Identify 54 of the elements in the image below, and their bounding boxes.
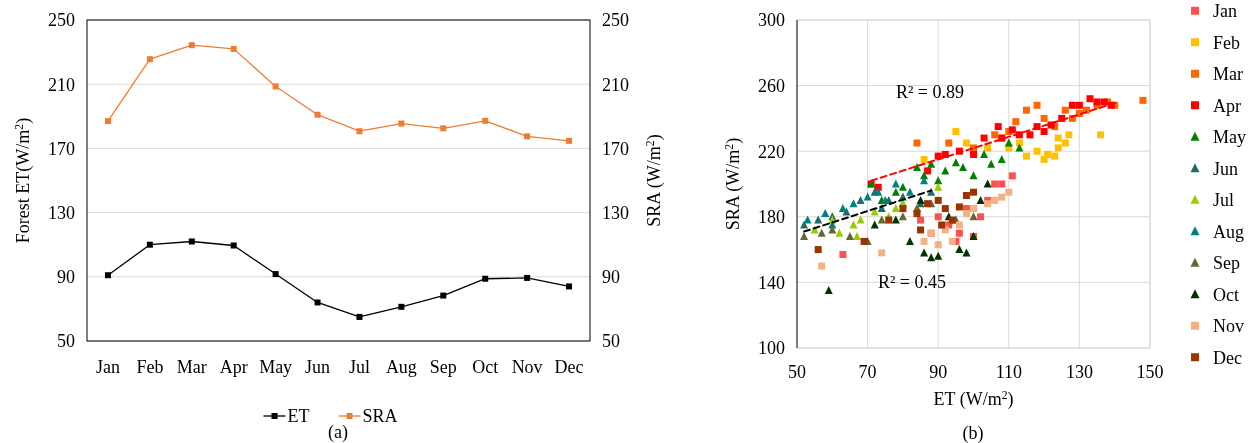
legend-label: Jul: [1213, 190, 1235, 211]
x-tick-label: 50: [788, 362, 806, 382]
y2-tick-label: 130: [602, 202, 629, 223]
legend-label: Apr: [1213, 95, 1241, 116]
x-tick-label: Jun: [305, 357, 331, 377]
y-tick-label: 130: [48, 202, 75, 223]
x-tick-label: Oct: [472, 357, 499, 377]
legend-label: Aug: [1213, 221, 1244, 242]
y2-tick-label: 90: [602, 267, 620, 288]
y-tick-label: 90: [57, 267, 75, 288]
x-tick-label: 90: [929, 362, 948, 382]
x-tick-label: Apr: [219, 357, 248, 377]
legend-label: Nov: [1213, 316, 1244, 337]
text: (a): [328, 422, 348, 443]
x-tick-label: 110: [995, 362, 1022, 382]
y-tick-label: 100: [758, 338, 785, 359]
x-tick-label: Mar: [176, 357, 207, 377]
annotation: R² = 0.45: [877, 272, 947, 293]
y2-tick-label: 250: [602, 10, 629, 31]
y-tick-label: 220: [758, 141, 785, 162]
legend-label: Jun: [1213, 158, 1239, 179]
legend-label: SRA: [362, 406, 398, 427]
x-axis-title: ET (W/m$^{2}$): [933, 388, 1014, 410]
y-tick-label: 250: [48, 10, 75, 31]
x-tick-label: 70: [858, 362, 877, 382]
y2-tick-label: 210: [602, 74, 629, 95]
y-tick-label: 140: [758, 272, 785, 293]
legend-label: Sep: [1213, 253, 1240, 274]
x-tick-label: Feb: [136, 357, 164, 377]
x-tick-label: 130: [1065, 362, 1093, 382]
y-tick-label: 180: [758, 207, 785, 228]
legend-label: Mar: [1213, 64, 1243, 85]
y-tick-label: 170: [48, 138, 75, 159]
legend-label: Jan: [1213, 1, 1237, 22]
x-tick-label: Nov: [511, 357, 543, 377]
x-tick-label: Dec: [554, 357, 584, 377]
y-tick-label: 50: [57, 331, 75, 352]
x-tick-label: Sep: [429, 357, 457, 377]
text: (b): [962, 423, 984, 443]
x-tick-label: Aug: [385, 357, 417, 377]
x-tick-label: Jul: [348, 357, 370, 377]
legend-label: Oct: [1213, 284, 1239, 305]
y2-tick-label: 50: [602, 331, 620, 352]
y-tick-label: 300: [758, 10, 785, 31]
legend-label: ET: [287, 406, 310, 427]
annotation: R² = 0.89: [895, 82, 965, 103]
y-tick-label: 260: [758, 75, 785, 96]
legend-label: May: [1213, 127, 1246, 148]
y-tick-label: 210: [48, 74, 75, 95]
x-tick-label: Jan: [95, 357, 120, 377]
x-tick-label: 150: [1136, 362, 1164, 382]
y2-tick-label: 170: [602, 138, 629, 159]
x-tick-label: May: [259, 357, 293, 377]
legend-label: Feb: [1213, 32, 1240, 53]
